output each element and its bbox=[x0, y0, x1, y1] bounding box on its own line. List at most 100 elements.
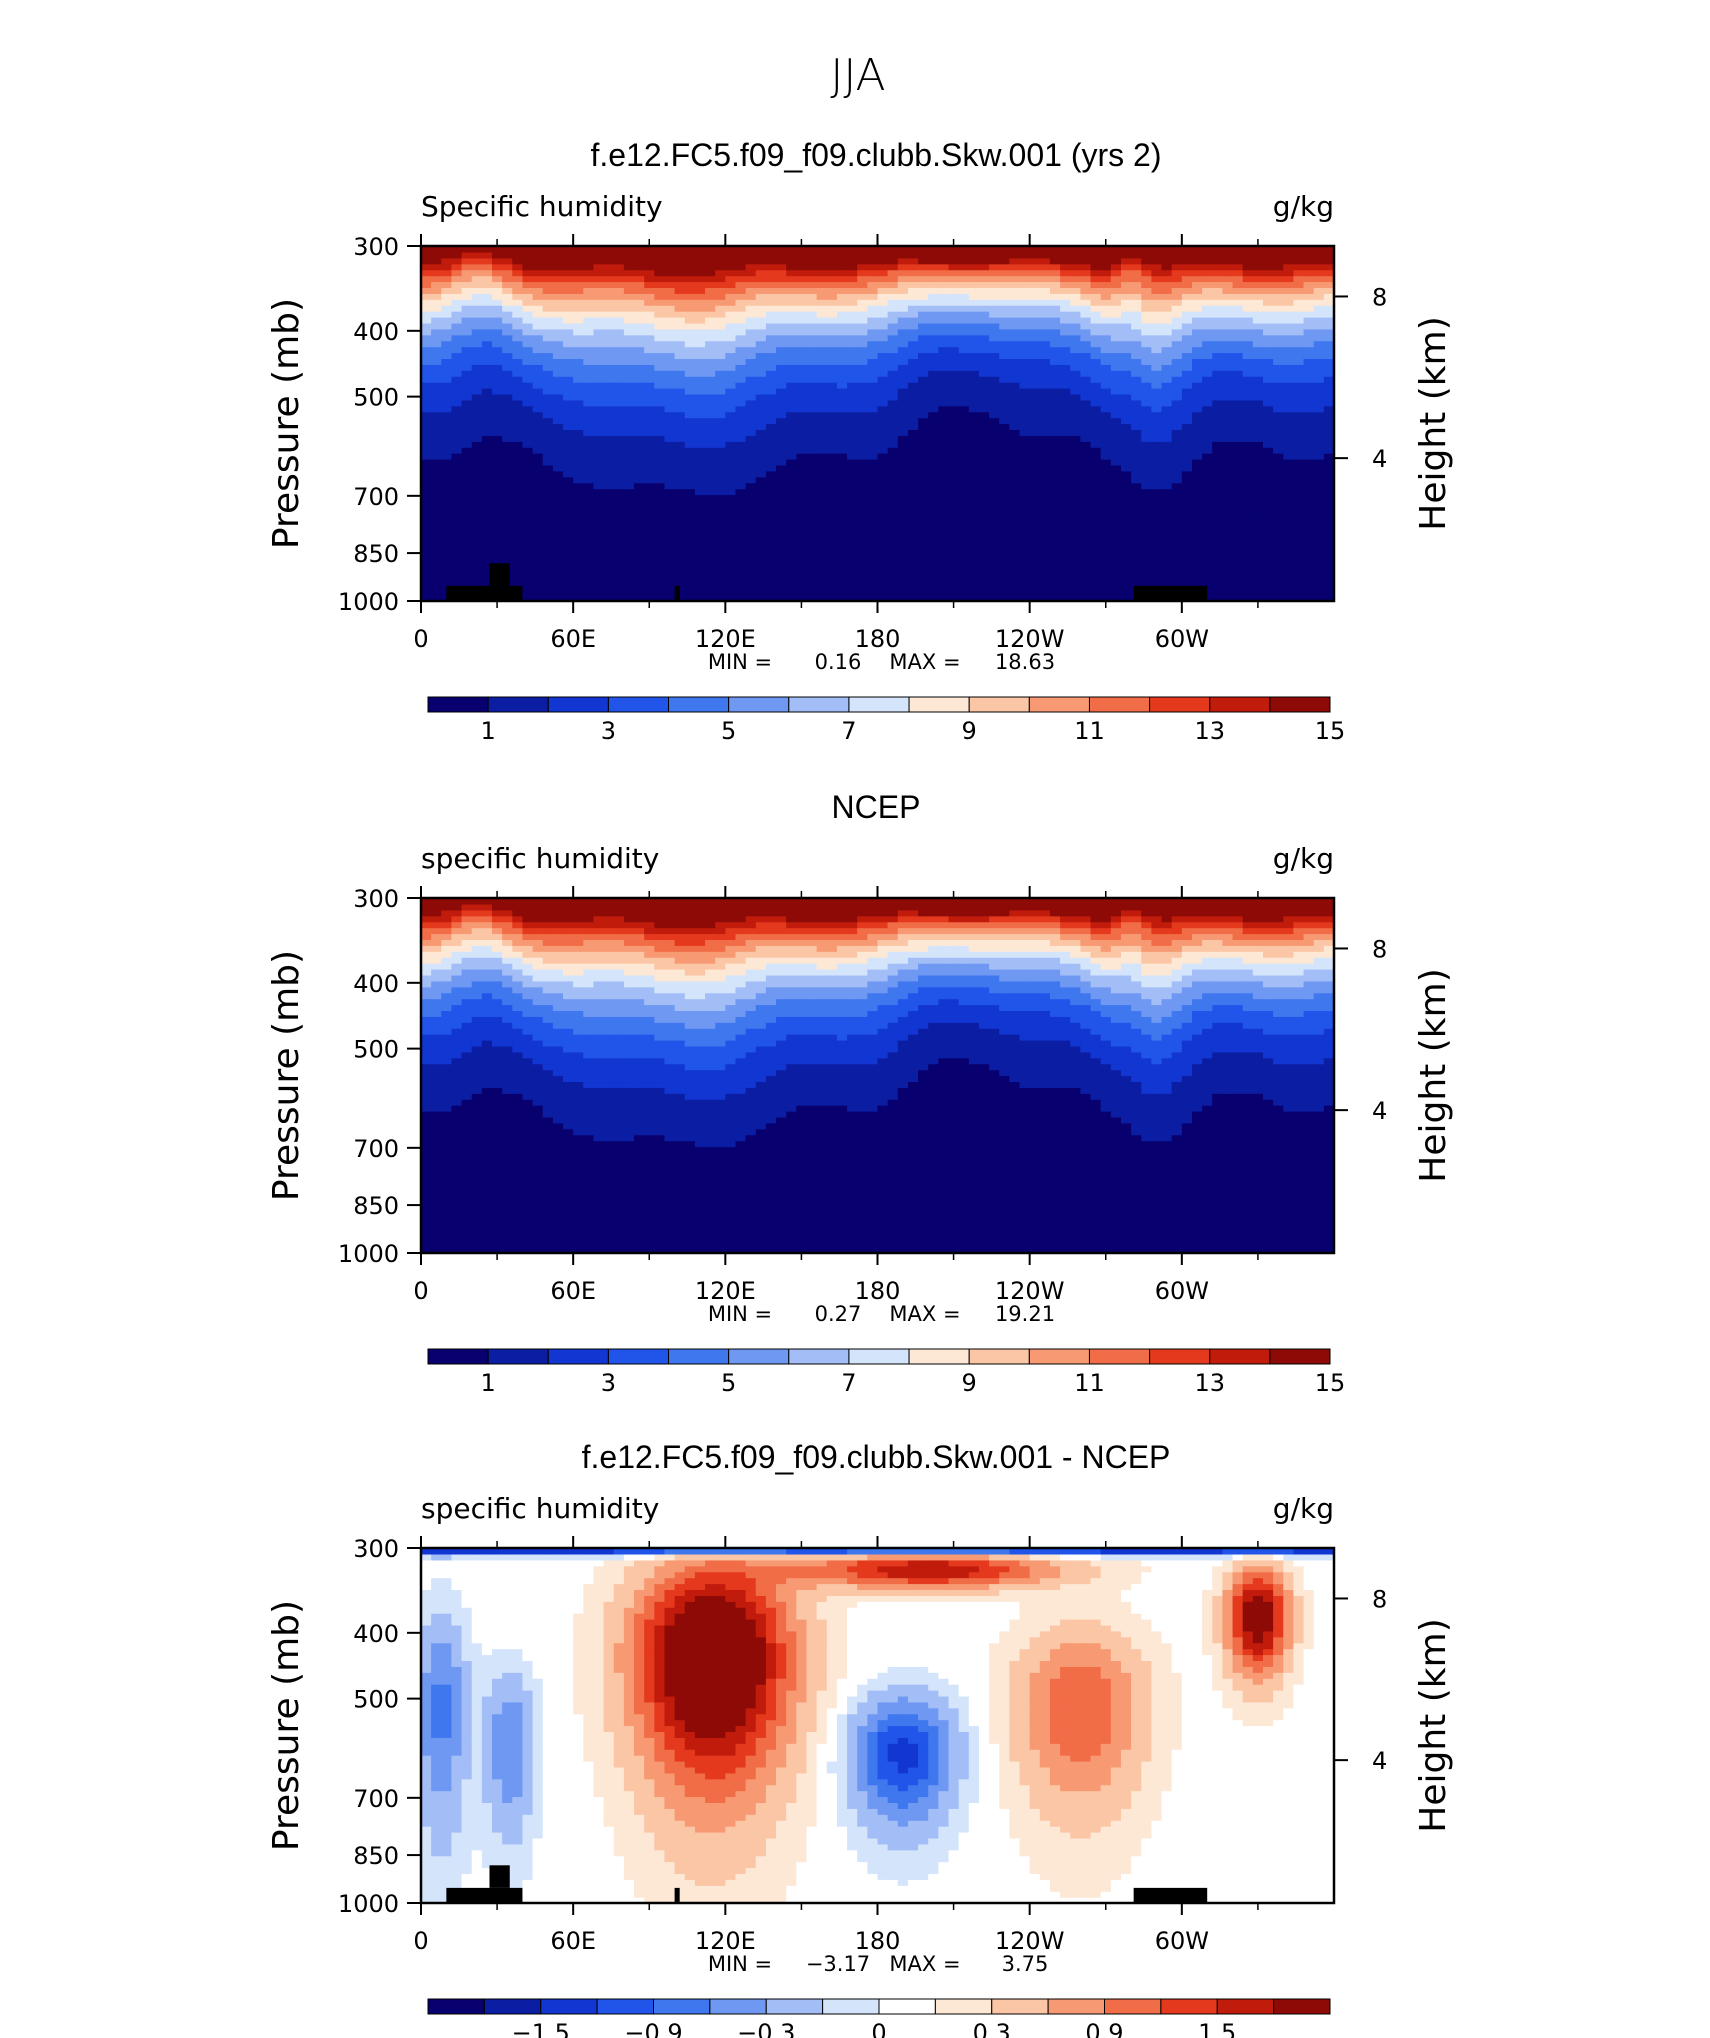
x-tick-label: 60E bbox=[550, 625, 596, 653]
colorbar-swatch bbox=[1028, 1348, 1090, 1365]
colorbar-label: −0.9 bbox=[624, 2019, 682, 2038]
colorbar-label: 1.5 bbox=[1198, 2019, 1236, 2038]
colorbar-label: 9 bbox=[962, 1369, 977, 1397]
y-tick-label: 700 bbox=[353, 1785, 399, 1813]
colorbar-swatch bbox=[934, 1998, 993, 2015]
x-tick-label: 60E bbox=[550, 1277, 596, 1305]
x-tick-label: 60W bbox=[1155, 1277, 1209, 1305]
topography-block bbox=[674, 585, 680, 601]
colorbar-label: 0.9 bbox=[1085, 2019, 1123, 2038]
right-axis-label: Height (km) bbox=[1413, 1618, 1454, 1832]
right-axis-label: Height (km) bbox=[1413, 316, 1454, 530]
colorbar-label: 3 bbox=[601, 717, 616, 745]
topography-block bbox=[446, 585, 523, 601]
topography-mask bbox=[446, 1865, 1208, 1903]
colorbar-swatch bbox=[968, 696, 1030, 713]
right-tick-label: 8 bbox=[1372, 935, 1387, 963]
units-label: g/kg bbox=[1273, 1492, 1334, 1525]
contour-field bbox=[421, 246, 1334, 601]
contour-field bbox=[421, 898, 1334, 1253]
right-tick-label: 8 bbox=[1372, 1585, 1387, 1613]
colorbar-label: 5 bbox=[721, 717, 736, 745]
colorbar-swatch bbox=[788, 696, 850, 713]
colorbar-label: 9 bbox=[962, 717, 977, 745]
colorbar-label: 11 bbox=[1074, 1369, 1105, 1397]
y-axis-label: Pressure (mb) bbox=[266, 1600, 307, 1851]
x-tick-label: 120E bbox=[695, 625, 756, 653]
colorbar-swatch bbox=[908, 1348, 970, 1365]
right-axis-label: Height (km) bbox=[1413, 968, 1454, 1182]
colorbar-label: 3 bbox=[601, 1369, 616, 1397]
colorbar-swatch bbox=[487, 1348, 549, 1365]
y-tick-label: 400 bbox=[353, 318, 399, 346]
colorbar-swatch bbox=[728, 696, 790, 713]
contour-field bbox=[421, 1548, 1334, 1903]
colorbar-swatch bbox=[1047, 1998, 1105, 2015]
y-axis-label: Pressure (mb) bbox=[266, 298, 307, 549]
max-label: MAX = bbox=[889, 1302, 960, 1326]
max-label: MAX = bbox=[889, 1952, 960, 1976]
topography-block bbox=[489, 1865, 510, 1888]
colorbar-swatch bbox=[968, 1348, 1030, 1365]
variable-label: specific humidity bbox=[421, 842, 659, 875]
colorbar-swatch bbox=[1216, 1998, 1275, 2015]
x-tick-label: 120W bbox=[995, 1277, 1065, 1305]
colorbar-swatch bbox=[427, 1348, 489, 1365]
min-value: −3.17 bbox=[806, 1952, 870, 1976]
y-tick-label: 850 bbox=[353, 1842, 399, 1870]
y-tick-label: 500 bbox=[353, 1036, 399, 1064]
panel-3: f.e12.FC5.f09_f09.clubb.Skw.001 - NCEP sp… bbox=[266, 1439, 1454, 2038]
colorbar-swatch bbox=[1160, 1998, 1218, 2015]
colorbar-label: 15 bbox=[1315, 717, 1346, 745]
colorbar-label: 7 bbox=[841, 1369, 856, 1397]
colorbar-swatch bbox=[848, 696, 910, 713]
colorbar-swatch bbox=[1149, 1348, 1211, 1365]
colorbar-swatch bbox=[653, 1998, 711, 2015]
colorbar-swatch bbox=[1104, 1998, 1162, 2015]
x-tick-label: 180 bbox=[855, 625, 901, 653]
y-tick-label: 400 bbox=[353, 1620, 399, 1648]
colorbar-swatch bbox=[1273, 1998, 1331, 2015]
colorbar-label: 7 bbox=[841, 717, 856, 745]
colorbar: 1 3 5 7 9 11 13 15 bbox=[427, 696, 1346, 745]
max-value: 18.63 bbox=[995, 650, 1055, 674]
colorbar-label: 0 bbox=[871, 2019, 886, 2038]
colorbar-swatch bbox=[540, 1998, 598, 2015]
colorbar-swatch bbox=[607, 1348, 670, 1365]
y-tick-label: 500 bbox=[353, 384, 399, 412]
variable-label: Specific humidity bbox=[421, 190, 663, 223]
panel-title: f.e12.FC5.f09_f09.clubb.Skw.001 - NCEP bbox=[582, 1439, 1171, 1475]
colorbar-swatch bbox=[1088, 1348, 1151, 1365]
right-tick-label: 4 bbox=[1372, 1747, 1387, 1775]
colorbar-label: 1 bbox=[480, 717, 495, 745]
colorbar-label: 11 bbox=[1074, 717, 1105, 745]
panel-2: NCEP specific humidity g/kg 0 60E 120E 180 120W… bbox=[266, 789, 1454, 1397]
colorbar-swatch bbox=[427, 1998, 485, 2015]
colorbar-label: −1.5 bbox=[512, 2019, 570, 2038]
colorbar-label: 13 bbox=[1194, 717, 1225, 745]
topography-block bbox=[674, 1887, 680, 1903]
y-axis-label: Pressure (mb) bbox=[266, 950, 307, 1201]
colorbar-swatch bbox=[547, 1348, 609, 1365]
topography-block bbox=[1133, 585, 1208, 601]
colorbar-swatch bbox=[483, 1998, 542, 2015]
x-tick-label: 60W bbox=[1155, 1927, 1209, 1955]
min-value: 0.16 bbox=[815, 650, 862, 674]
variable-label: specific humidity bbox=[421, 1492, 659, 1525]
colorbar-swatch bbox=[427, 696, 489, 713]
colorbar-swatch bbox=[991, 1998, 1049, 2015]
colorbar-swatch bbox=[487, 696, 549, 713]
topography-block bbox=[1133, 1887, 1208, 1903]
colorbar-label: 13 bbox=[1194, 1369, 1225, 1397]
colorbar-swatch bbox=[668, 1348, 730, 1365]
colorbar-swatch bbox=[1209, 696, 1271, 713]
x-tick-label: 120E bbox=[695, 1927, 756, 1955]
colorbar-swatch bbox=[1269, 1348, 1331, 1365]
colorbar-label: 15 bbox=[1315, 1369, 1346, 1397]
colorbar-swatch bbox=[728, 1348, 790, 1365]
colorbar-swatch bbox=[1088, 696, 1151, 713]
panel-title: f.e12.FC5.f09_f09.clubb.Skw.001 (yrs 2) bbox=[591, 137, 1162, 173]
panels: f.e12.FC5.f09_f09.clubb.Skw.001 (yrs 2) S… bbox=[266, 137, 1454, 2038]
y-tick-label: 850 bbox=[353, 540, 399, 568]
